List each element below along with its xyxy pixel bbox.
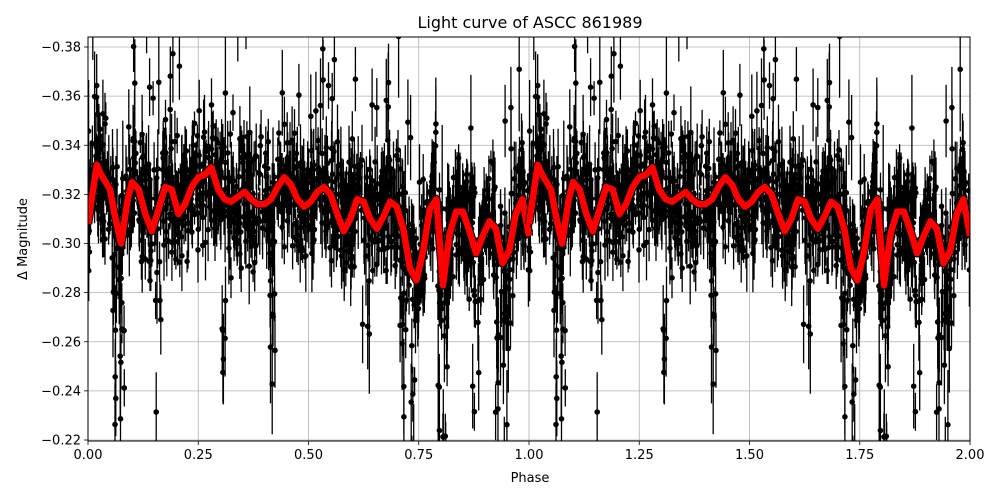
x-tick-label: 1.75 <box>845 448 874 463</box>
x-tick-label: 0.50 <box>294 448 323 463</box>
y-tick-label: −0.38 <box>41 41 81 56</box>
y-tick-label: −0.32 <box>41 188 81 203</box>
x-tick-label: 0.00 <box>74 448 103 463</box>
x-tick-label: 2.00 <box>956 448 985 463</box>
x-axis-ticks: 0.00 0.25 0.50 0.75 1.00 1.25 1.50 1.75 2.00 <box>74 441 985 463</box>
y-tick-label: −0.36 <box>41 90 81 105</box>
chart-title: Light curve of ASCC 861989 <box>417 13 642 32</box>
y-tick-label: −0.34 <box>41 139 81 154</box>
x-axis-label: Phase <box>511 471 550 486</box>
model-fit-curve <box>88 160 970 290</box>
y-tick-label: −0.28 <box>41 286 81 301</box>
x-tick-label: 0.25 <box>184 448 213 463</box>
y-tick-label: −0.24 <box>41 384 81 399</box>
y-tick-label: −0.30 <box>41 237 81 252</box>
x-tick-label: 1.50 <box>735 448 764 463</box>
x-tick-label: 1.25 <box>625 448 654 463</box>
y-tick-label: −0.22 <box>41 434 81 449</box>
x-tick-label: 1.00 <box>515 448 544 463</box>
y-axis-ticks: −0.38 −0.36 −0.34 −0.32 −0.30 −0.28 −0.26 −0.24… <box>41 41 88 449</box>
x-tick-label: 0.75 <box>404 448 433 463</box>
y-axis-label: Δ Magnitude <box>16 198 31 280</box>
y-tick-label: −0.26 <box>41 335 81 350</box>
